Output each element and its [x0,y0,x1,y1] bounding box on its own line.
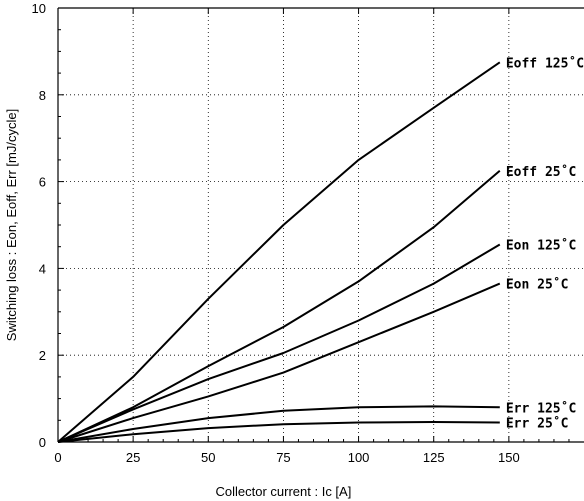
axes: 0 25 50 75 100 125 150 0 2 4 6 8 10 [32,1,584,465]
y-tick-label: 0 [39,435,46,450]
y-tick-label: 6 [39,175,46,190]
x-tick-label: 75 [276,450,290,465]
x-tick-label: 125 [423,450,445,465]
series-label: Err 25˚C [506,415,569,431]
x-tick-label: 0 [54,450,61,465]
x-tick-label: 25 [126,450,140,465]
series-label: Eoff 125˚C [506,55,584,71]
series-line [57,421,500,443]
series-group [57,61,501,443]
series-label: Eon 25˚C [506,277,569,293]
series-line [57,170,501,443]
series-labels: Eoff 125˚C Eoff 25˚C Eon 125˚C Eon 25˚C Err … [506,55,584,431]
series-label: Eoff 25˚C [506,164,576,180]
series-label: Eon 125˚C [506,238,576,254]
series-line [57,243,501,443]
y-axis-title: Switching loss : Eon, Eoff, Err [mJ/cycl… [4,109,19,341]
y-tick-label: 8 [39,88,46,103]
x-axis-title: Collector current : Ic [A] [216,484,352,499]
x-tick-label: 50 [201,450,215,465]
series-line [57,282,501,443]
grid [58,8,584,442]
x-tick-label: 100 [348,450,370,465]
y-tick-label: 2 [39,348,46,363]
y-tick-label: 4 [39,261,46,276]
x-tick-label: 150 [498,450,520,465]
series-line [57,61,501,443]
y-tick-label: 10 [32,1,46,16]
series-line [57,405,500,443]
series-label: Err 125˚C [506,400,576,416]
